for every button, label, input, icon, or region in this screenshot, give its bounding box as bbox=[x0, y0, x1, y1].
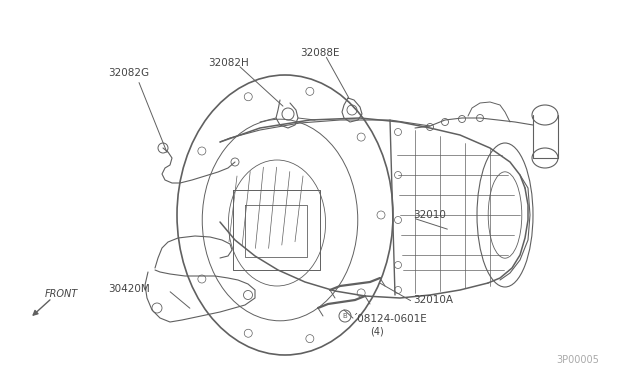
Text: 3P00005: 3P00005 bbox=[556, 355, 599, 365]
Text: ´08124-0601E: ´08124-0601E bbox=[352, 314, 427, 324]
Text: 32010A: 32010A bbox=[413, 295, 453, 305]
Text: (4): (4) bbox=[370, 327, 384, 337]
Text: B: B bbox=[342, 313, 348, 319]
Text: 32010: 32010 bbox=[413, 210, 446, 220]
Text: 32088E: 32088E bbox=[300, 48, 339, 58]
Text: FRONT: FRONT bbox=[45, 289, 78, 299]
Text: 32082G: 32082G bbox=[108, 68, 149, 78]
Text: 32082H: 32082H bbox=[208, 58, 249, 68]
Text: 30420M: 30420M bbox=[108, 284, 150, 294]
